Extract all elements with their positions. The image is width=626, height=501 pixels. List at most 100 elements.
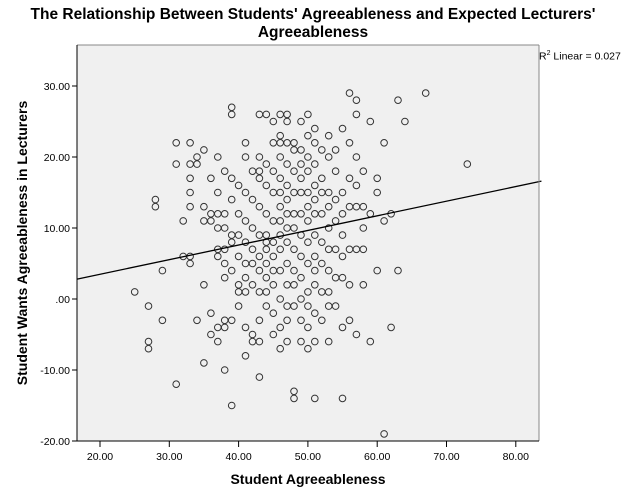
data-point — [262, 210, 271, 218]
data-point — [255, 373, 264, 381]
y-tick-label: -10.00 — [40, 365, 70, 377]
data-point — [304, 110, 312, 119]
data-point — [297, 337, 305, 346]
y-tick-label: 10.00 — [44, 223, 70, 235]
x-ticks: 20.00 30.00 40.00 50.00 60.00 70.00 80.00 — [87, 441, 529, 463]
data-point — [324, 153, 333, 161]
data-point — [338, 394, 347, 403]
data-point — [234, 181, 243, 190]
data-point — [193, 160, 201, 168]
data-point — [179, 217, 187, 225]
data-point — [255, 202, 264, 211]
data-point — [241, 153, 250, 161]
data-point — [262, 259, 271, 268]
data-point — [304, 323, 312, 332]
data-point — [311, 160, 319, 168]
data-point — [255, 153, 264, 161]
data-point — [255, 316, 264, 325]
data-point — [290, 302, 298, 310]
data-points — [130, 89, 472, 438]
data-point — [401, 117, 409, 126]
data-point — [304, 259, 312, 268]
data-point — [248, 224, 257, 232]
data-point — [276, 131, 285, 140]
data-point — [338, 252, 347, 261]
data-point — [324, 131, 333, 140]
data-point — [144, 302, 153, 310]
data-point — [373, 174, 382, 183]
data-point — [186, 188, 194, 197]
data-point — [207, 309, 215, 318]
data-point — [220, 210, 229, 218]
data-point — [297, 273, 305, 282]
data-point — [227, 238, 236, 246]
y-tick-label: 30.00 — [44, 81, 70, 93]
data-point — [255, 252, 264, 261]
data-point — [276, 344, 285, 353]
data-point — [318, 146, 326, 154]
data-point — [269, 309, 278, 318]
data-point — [311, 124, 319, 133]
data-point — [227, 316, 236, 325]
data-point — [241, 288, 250, 296]
data-point — [304, 188, 312, 197]
data-point — [304, 344, 312, 353]
data-point — [290, 394, 298, 403]
data-point — [290, 167, 298, 175]
data-point — [324, 188, 333, 197]
data-point — [248, 281, 257, 289]
data-point — [276, 153, 285, 161]
data-point — [338, 210, 347, 218]
data-point — [207, 217, 215, 225]
data-point — [324, 288, 333, 296]
data-point — [311, 309, 319, 318]
data-point — [463, 160, 472, 168]
data-point — [262, 273, 271, 282]
data-point — [248, 195, 257, 204]
data-point — [227, 266, 236, 275]
data-point — [269, 281, 278, 289]
data-point — [304, 217, 312, 225]
data-point — [200, 146, 208, 154]
data-point — [220, 366, 229, 374]
data-point — [359, 202, 368, 211]
data-point — [283, 337, 291, 346]
x-tick-label: 20.00 — [87, 451, 113, 463]
data-point — [283, 259, 291, 268]
data-point — [283, 160, 291, 168]
data-point — [311, 337, 319, 346]
data-point — [158, 266, 167, 275]
data-point — [359, 281, 368, 289]
data-point — [200, 359, 208, 367]
data-point — [283, 316, 291, 325]
data-point — [207, 330, 215, 339]
data-point — [331, 195, 340, 204]
data-point — [304, 167, 312, 175]
data-point — [283, 195, 291, 204]
data-point — [220, 224, 229, 232]
data-point — [394, 266, 402, 275]
data-point — [345, 174, 354, 183]
data-point — [297, 295, 305, 303]
data-point — [290, 266, 298, 275]
data-point — [304, 202, 312, 211]
fit-line — [76, 180, 542, 280]
data-point — [318, 210, 326, 218]
data-point — [255, 167, 264, 175]
data-point — [193, 153, 201, 161]
x-tick-label: 40.00 — [225, 451, 251, 463]
data-point — [172, 139, 180, 147]
chart-title: The Relationship Between Students' Agree… — [30, 6, 596, 41]
data-point — [269, 330, 278, 339]
y-tick-label: .00 — [55, 294, 70, 306]
data-point — [283, 238, 291, 246]
data-point — [297, 146, 305, 154]
data-point — [241, 273, 250, 282]
data-point — [227, 174, 236, 183]
data-point — [193, 316, 201, 325]
data-point — [276, 202, 285, 211]
data-point — [151, 202, 160, 211]
data-point — [318, 174, 326, 183]
data-point — [345, 139, 354, 147]
data-point — [421, 89, 430, 97]
